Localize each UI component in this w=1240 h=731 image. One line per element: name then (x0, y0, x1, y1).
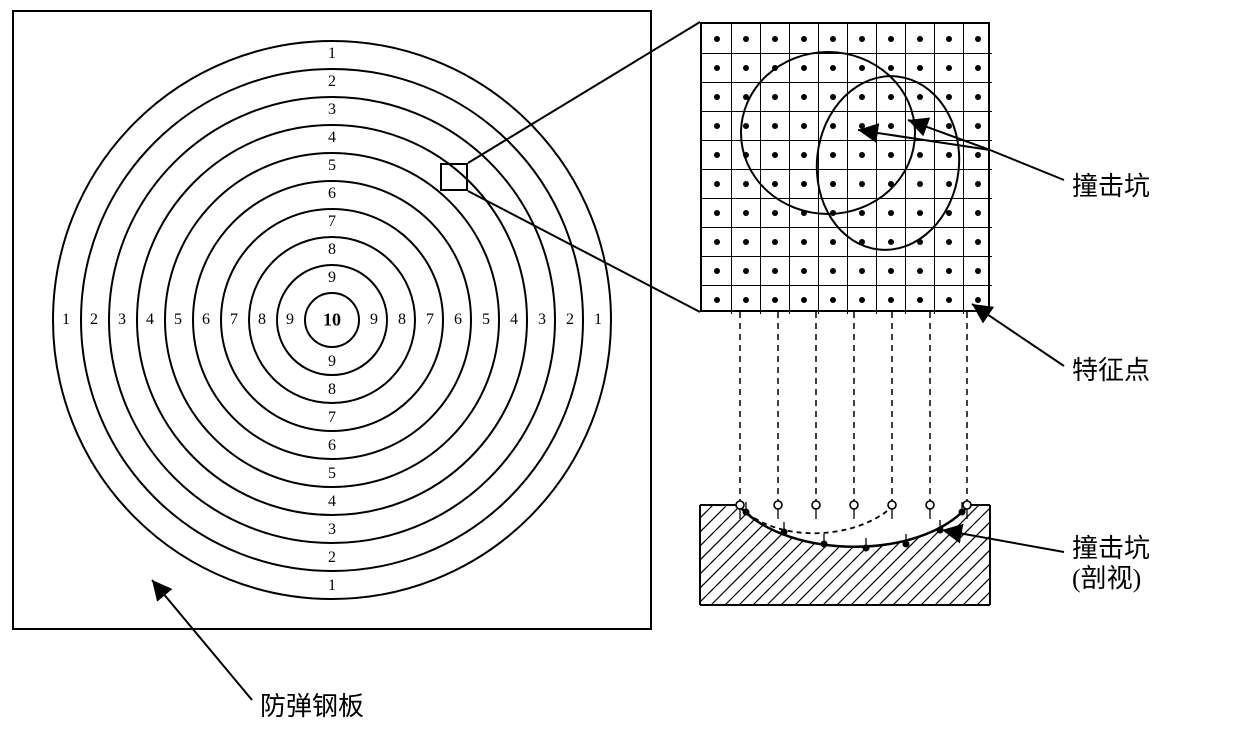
section-view (0, 0, 1240, 731)
